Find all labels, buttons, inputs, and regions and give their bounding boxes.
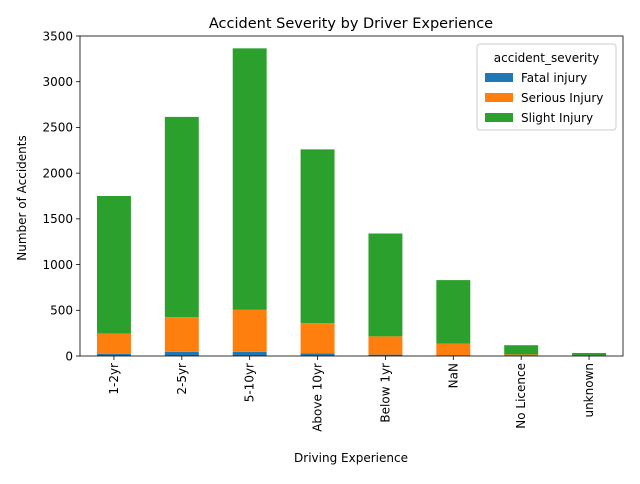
bar-segment [165,352,199,356]
bar-segment [301,323,335,353]
x-tick-label: 5-10yr [243,363,257,402]
y-tick-label: 1500 [42,212,73,226]
legend-swatch [485,93,513,102]
y-tick-label: 3000 [42,75,73,89]
bar-segment [572,353,606,355]
legend-title: accident_severity [494,51,599,65]
chart-title: Accident Severity by Driver Experience [209,16,493,32]
bar-segment [436,280,470,344]
x-tick-label: NaN [446,363,460,388]
y-tick-label: 3500 [42,29,73,43]
legend-entry: Serious Injury [521,91,603,105]
bar-segment [301,149,335,323]
bar-segment [165,117,199,317]
bar-segment [504,345,538,354]
y-tick-label: 1000 [42,258,73,272]
x-tick-label: 2-5yr [175,363,189,395]
bar-segment [97,196,131,333]
y-axis-label: Number of Accidents [15,135,29,261]
bar-segment [436,344,470,356]
x-tick-label: Above 10yr [311,363,325,432]
x-tick-label: 1-2yr [107,363,121,395]
bar-segment [233,310,267,352]
y-tick-label: 500 [50,304,73,318]
bar-segment [368,233,402,336]
legend-swatch [485,113,513,122]
bar-segment [368,336,402,354]
bar-segment [233,352,267,356]
x-tick-label: No Licence [514,363,528,429]
bar-segment [301,353,335,356]
x-tick-label: unknown [582,363,596,418]
legend-entry: Slight Injury [521,111,593,125]
y-tick-label: 2500 [42,121,73,135]
legend-swatch [485,73,513,82]
bar-segment [97,333,131,353]
bar-segment [233,48,267,309]
legend: accident_severity Fatal injury Serious Inj… [477,44,616,130]
legend-entry: Fatal injury [521,71,587,85]
x-axis-label: Driving Experience [294,451,408,465]
y-tick-label: 2000 [42,166,73,180]
x-tick-label: Below 1yr [378,363,392,423]
y-tick-label: 0 [65,349,73,363]
bar-segment [165,317,199,352]
